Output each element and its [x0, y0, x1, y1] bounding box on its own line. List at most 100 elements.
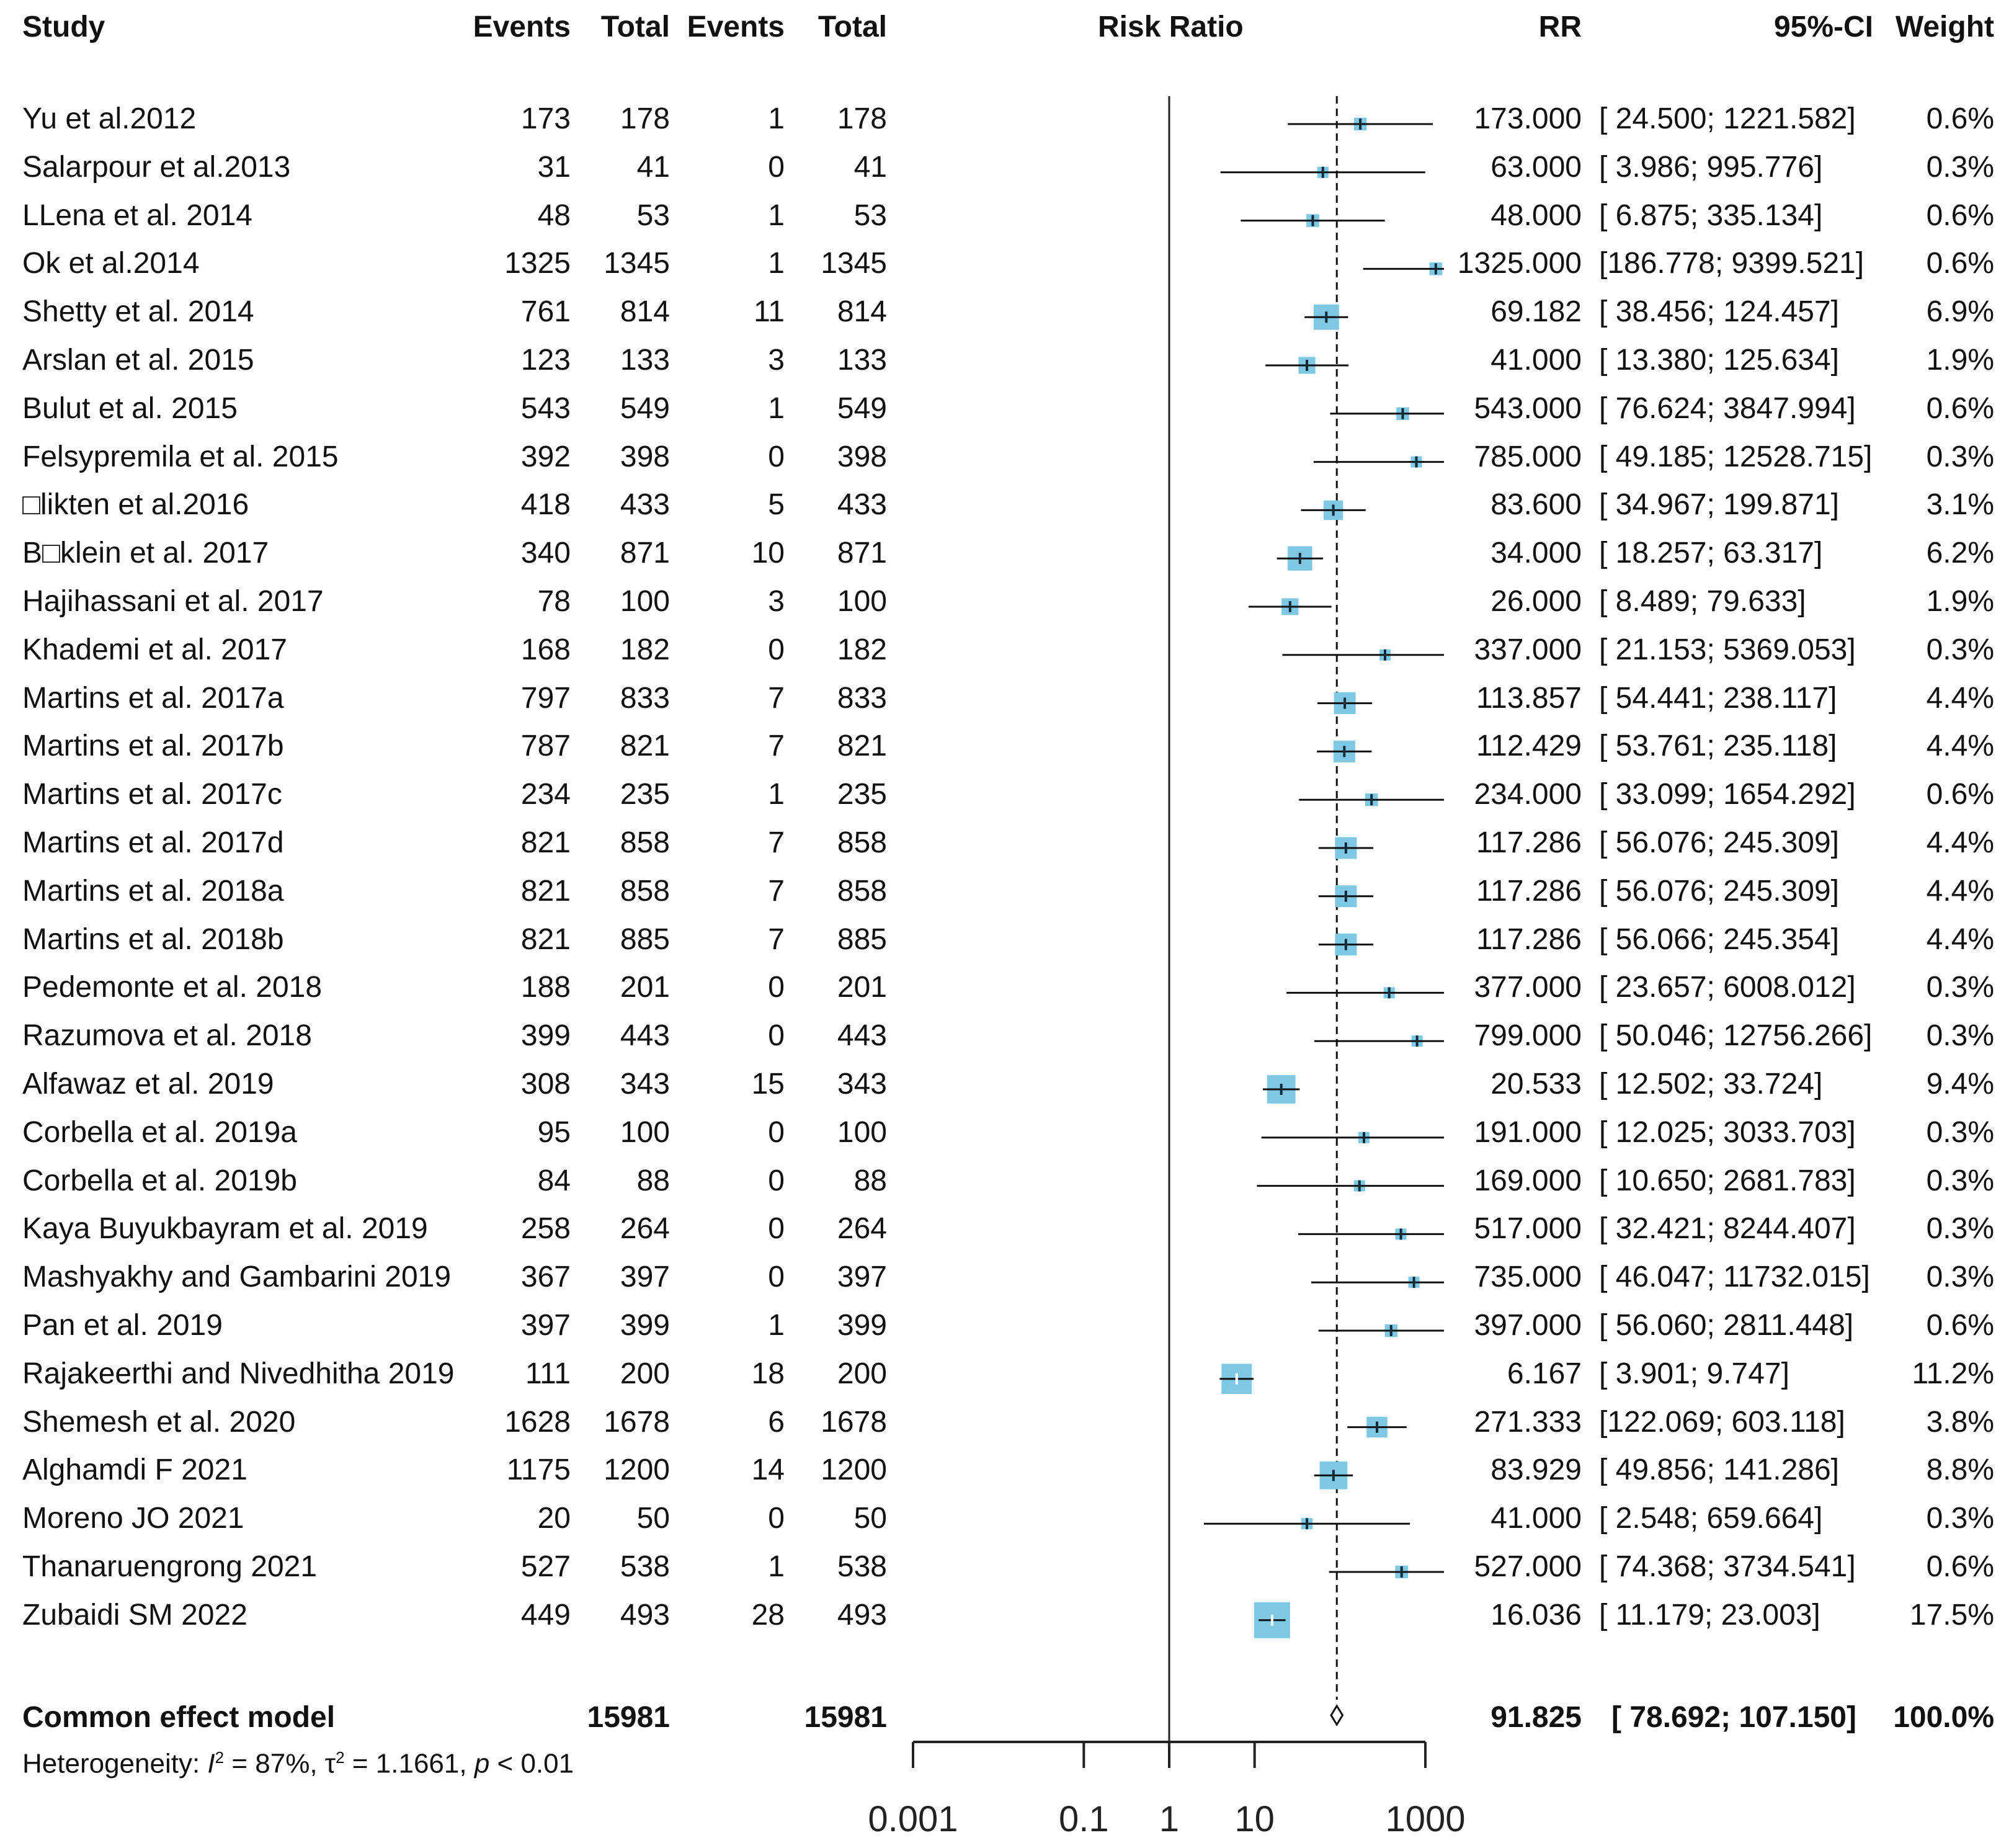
x-tick-label: 1 — [1159, 1799, 1179, 1839]
total-experimental: 885 — [620, 922, 670, 956]
total-control: 41 — [853, 150, 887, 184]
weight-value: 0.3% — [1926, 150, 1994, 184]
weight-value: 6.2% — [1926, 537, 1994, 570]
total-experimental: 100 — [620, 1115, 670, 1149]
total-experimental: 814 — [620, 295, 670, 329]
study-name: Rajakeerthi and Nivedhitha 2019 — [22, 1357, 455, 1390]
rr-value: 527.000 — [1474, 1550, 1582, 1583]
total-experimental: 264 — [620, 1212, 670, 1246]
total-control: 100 — [837, 1115, 887, 1149]
weight-value: 0.3% — [1926, 971, 1994, 1004]
ci-value: [ 2.548; 659.664] — [1599, 1502, 1823, 1535]
weight-value: 0.6% — [1926, 199, 1994, 232]
total-experimental: 433 — [620, 488, 670, 522]
ci-value: [ 12.502; 33.724] — [1599, 1068, 1823, 1100]
ci-value: [ 10.650; 2681.783] — [1599, 1164, 1856, 1197]
header-ci: 95%-CI — [1773, 11, 1873, 43]
table-row: Alghamdi F 2021 1175 1200 14 1200 83.929 [ 49.… — [0, 1450, 2014, 1499]
study-name: Pan et al. 2019 — [22, 1309, 223, 1342]
events-control: 18 — [751, 1357, 785, 1390]
weight-value: 4.4% — [1926, 681, 1994, 715]
study-name: LLena et al. 2014 — [22, 199, 252, 232]
total-control: 493 — [837, 1598, 887, 1632]
weight-value: 3.1% — [1926, 488, 1994, 522]
weight-value: 3.8% — [1926, 1405, 1994, 1439]
total-control: 133 — [837, 344, 887, 377]
header-total-experimental: Total — [600, 11, 670, 43]
ci-value: [ 11.179; 23.003] — [1599, 1598, 1820, 1632]
events-control: 11 — [754, 295, 785, 329]
events-experimental: 173 — [520, 102, 571, 135]
table-row: Arslan et al. 2015 123 133 3 133 41.000 [ 13.3… — [0, 341, 2014, 389]
heterogeneity-tau2: = 1.1661, — [344, 1748, 475, 1779]
events-control: 3 — [768, 585, 785, 618]
rr-value: 517.000 — [1474, 1212, 1582, 1246]
total-control: 182 — [837, 633, 887, 666]
total-experimental: 871 — [620, 537, 670, 570]
rr-value: 113.857 — [1476, 681, 1582, 715]
events-experimental: 95 — [537, 1115, 571, 1149]
ci-value: [ 24.500; 1221.582] — [1599, 102, 1856, 135]
study-name: Martins et al. 2017c — [22, 778, 282, 811]
header-study: Study — [22, 11, 105, 43]
events-experimental: 78 — [537, 585, 571, 618]
study-name: Pedemonte et al. 2018 — [22, 971, 323, 1004]
ci-value: [ 53.761; 235.118] — [1599, 730, 1837, 763]
x-tick-label: 10 — [1234, 1799, 1275, 1839]
total-experimental: 201 — [620, 971, 670, 1004]
ci-value: [ 56.076; 245.309] — [1599, 874, 1839, 908]
rr-value: 337.000 — [1474, 633, 1582, 666]
table-row: Martins et al. 2017a 797 833 7 833 113.857 [ 5… — [0, 679, 2014, 727]
events-experimental: 31 — [537, 150, 571, 184]
events-control: 0 — [768, 633, 785, 666]
total-control: 821 — [837, 730, 887, 763]
rr-value: 48.000 — [1490, 199, 1582, 232]
events-experimental: 543 — [520, 391, 571, 425]
ci-value: [ 46.047; 11732.015] — [1599, 1261, 1870, 1294]
total-control: 885 — [837, 922, 887, 956]
pooled-label: Common effect model — [22, 1701, 336, 1734]
events-experimental: 20 — [537, 1502, 571, 1535]
pooled-weight: 100.0% — [1893, 1701, 1994, 1734]
total-experimental: 833 — [620, 681, 670, 715]
weight-value: 17.5% — [1909, 1598, 1994, 1632]
weight-value: 4.4% — [1926, 826, 1994, 859]
table-row: □likten et al.2016 418 433 5 433 83.600 [ 34.9… — [0, 485, 2014, 533]
total-experimental: 549 — [620, 391, 670, 425]
events-experimental: 1175 — [506, 1453, 571, 1487]
events-control: 0 — [768, 150, 785, 184]
table-row: Shetty et al. 2014 761 814 11 814 69.182 [ 38.… — [0, 292, 2014, 341]
study-name: Shetty et al. 2014 — [22, 295, 254, 329]
study-name: Felsypremila et al. 2015 — [22, 440, 339, 473]
total-control: 858 — [837, 826, 887, 859]
ci-value: [ 50.046; 12756.266] — [1599, 1019, 1873, 1053]
ci-value: [ 6.875; 335.134] — [1599, 199, 1823, 232]
table-row: Alfawaz et al. 2019 308 343 15 343 20.533 [ 12… — [0, 1065, 2014, 1113]
events-experimental: 1325 — [504, 247, 571, 280]
events-control: 7 — [768, 826, 785, 859]
rr-value: 735.000 — [1474, 1261, 1582, 1294]
total-control: 858 — [837, 874, 887, 908]
study-name: Razumova et al. 2018 — [22, 1019, 312, 1053]
study-name: Yu et al.2012 — [22, 102, 197, 135]
study-name: Salarpour et al.2013 — [22, 150, 291, 184]
ci-value: [ 3.901; 9.747] — [1599, 1357, 1789, 1390]
weight-value: 0.3% — [1926, 1164, 1994, 1197]
study-name: Arslan et al. 2015 — [22, 344, 254, 377]
total-control: 1345 — [821, 247, 887, 280]
events-experimental: 188 — [520, 971, 571, 1004]
events-experimental: 84 — [537, 1164, 571, 1197]
rr-value: 6.167 — [1507, 1357, 1582, 1390]
events-experimental: 392 — [520, 440, 571, 473]
events-control: 7 — [768, 922, 785, 956]
rr-value: 34.000 — [1490, 537, 1582, 570]
x-tick-label: 0.1 — [1059, 1799, 1109, 1839]
events-control: 15 — [751, 1068, 785, 1100]
weight-value: 9.4% — [1926, 1068, 1994, 1100]
total-experimental: 1200 — [604, 1453, 670, 1487]
total-control: 443 — [837, 1019, 887, 1053]
weight-value: 0.3% — [1926, 1261, 1994, 1294]
x-tick-label: 0.001 — [868, 1799, 958, 1839]
events-experimental: 399 — [520, 1019, 571, 1053]
table-row: Ok et al.2014 1325 1345 1 1345 1325.000 [186.7… — [0, 244, 2014, 292]
